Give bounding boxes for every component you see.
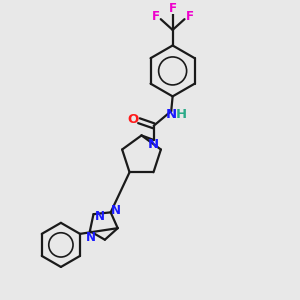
Text: N: N (86, 231, 96, 244)
Text: H: H (176, 108, 187, 121)
Text: F: F (169, 2, 177, 15)
Text: N: N (148, 138, 159, 151)
Text: N: N (111, 204, 121, 217)
Text: F: F (152, 11, 160, 23)
Text: F: F (186, 11, 194, 23)
Text: N: N (166, 108, 177, 121)
Text: N: N (95, 210, 105, 223)
Text: O: O (127, 113, 138, 126)
